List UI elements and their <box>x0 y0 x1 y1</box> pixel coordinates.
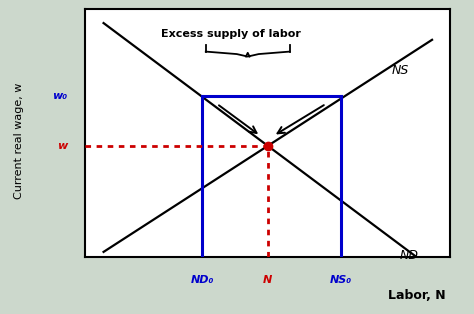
Text: w₀: w₀ <box>52 91 67 101</box>
Text: w: w <box>57 141 67 151</box>
Text: ND₀: ND₀ <box>191 275 214 285</box>
Text: NS₀: NS₀ <box>330 275 352 285</box>
Text: NS: NS <box>392 64 409 77</box>
Text: Labor, N: Labor, N <box>388 289 446 302</box>
Text: ND: ND <box>399 249 418 262</box>
Text: Current real wage, w: Current real wage, w <box>14 83 24 199</box>
Text: N: N <box>263 275 273 285</box>
Text: Excess supply of labor: Excess supply of labor <box>161 29 301 39</box>
